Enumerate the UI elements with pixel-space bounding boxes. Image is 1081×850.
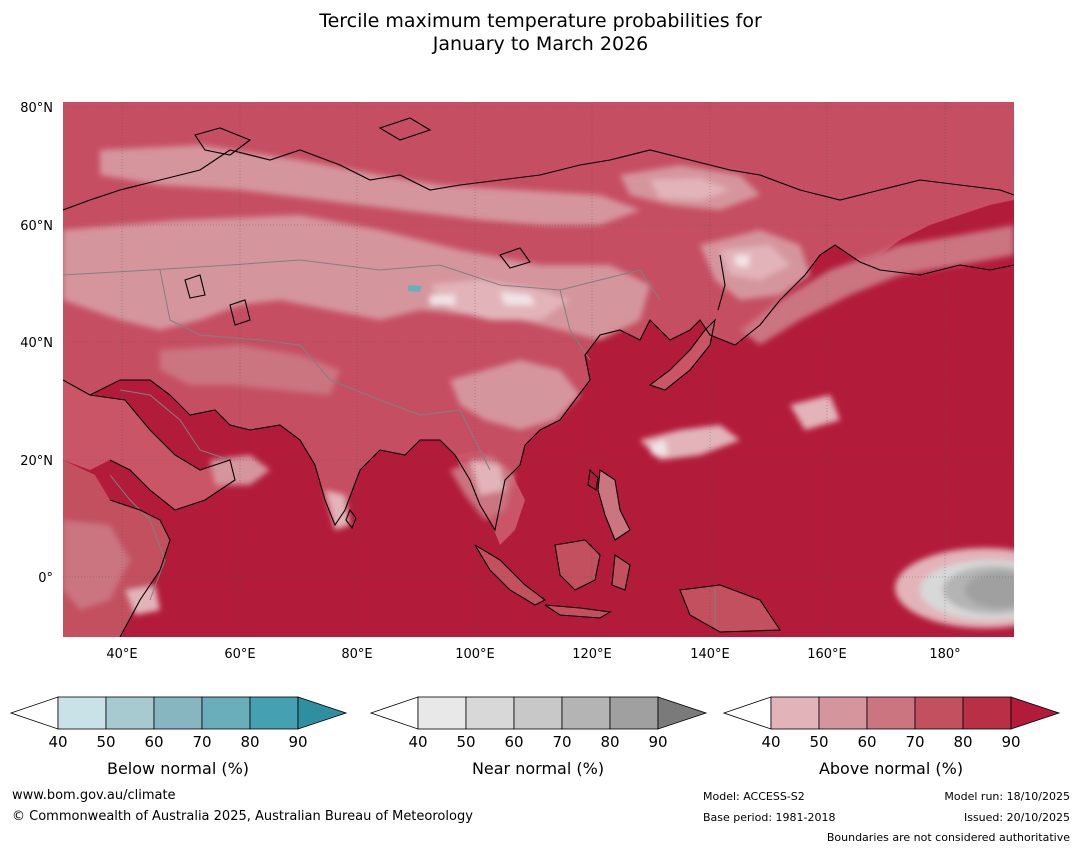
near-normal-tick-50: 50	[456, 733, 475, 751]
title-line-2: January to March 2026	[432, 33, 649, 55]
lon-label-140e: 140°E	[690, 647, 730, 662]
lon-label-160e: 160°E	[807, 647, 847, 662]
country-borders	[63, 259, 716, 630]
below-normal-tick-90: 90	[288, 733, 307, 751]
coastlines	[63, 117, 1014, 637]
above-normal-swatch-2	[866, 696, 916, 730]
land-borneo	[555, 540, 600, 590]
land-philippines	[598, 470, 630, 540]
map-plot-area	[63, 102, 1014, 637]
above-normal-tick-70: 70	[905, 733, 924, 751]
near-normal-swatch-2	[513, 696, 563, 730]
graticule	[63, 102, 1014, 637]
colorbar-near-normal: 40 50 60 70 80 90	[370, 696, 708, 751]
land-arabia	[63, 380, 235, 510]
near-normal-lower-extension	[370, 696, 419, 730]
near-normal-swatch-1	[465, 696, 515, 730]
below-normal-patch	[408, 285, 422, 292]
colorbar-below-normal: 40 50 60 70 80 90	[10, 696, 348, 751]
forecast-map: 80°N 60°N 40°N 20°N 0° 40°E 60°E 80°E 10…	[20, 101, 1014, 662]
above-normal-tick-80: 80	[953, 733, 972, 751]
title-line-1: Tercile maximum temperature probabilitie…	[319, 10, 762, 32]
above-normal-tick-60: 60	[857, 733, 876, 751]
below-normal-swatch-0	[57, 696, 107, 730]
near-normal-tick-40: 40	[408, 733, 427, 751]
lat-label-0: 0°	[38, 571, 53, 586]
near-normal-upper-extension	[657, 696, 708, 730]
lon-label-180: 180°	[929, 647, 960, 662]
lon-label-100e: 100°E	[455, 647, 495, 662]
lat-label-40n: 40°N	[20, 336, 53, 351]
footer-model: Model: ACCESS-S2	[703, 790, 805, 803]
near-normal-tick-70: 70	[552, 733, 571, 751]
footer-issued: Issued: 20/10/2025	[963, 811, 1070, 824]
below-normal-tick-40: 40	[48, 733, 67, 751]
above-normal-upper-extension	[1010, 696, 1061, 730]
lat-label-80n: 80°N	[20, 101, 53, 116]
map-title: Tercile maximum temperature probabilitie…	[0, 10, 1081, 56]
footer-copyright: © Commonwealth of Australia 2025, Austra…	[12, 809, 473, 824]
below-normal-swatch-4	[249, 696, 299, 730]
colorbar-title-below-normal: Below normal (%)	[106, 759, 250, 778]
lon-label-80e: 80°E	[341, 647, 372, 662]
above-normal-tick-40: 40	[761, 733, 780, 751]
lon-label-60e: 60°E	[224, 647, 255, 662]
footer-model-run: Model run: 18/10/2025	[944, 790, 1070, 803]
above-normal-lower-extension	[723, 696, 772, 730]
lon-label-40e: 40°E	[106, 647, 137, 662]
near-normal-tick-60: 60	[504, 733, 523, 751]
below-normal-swatch-1	[105, 696, 155, 730]
near-normal-tick-80: 80	[600, 733, 619, 751]
above-normal-tick-50: 50	[809, 733, 828, 751]
land-sulawesi-png	[612, 555, 780, 632]
footer-boundaries: Boundaries are not considered authoritat…	[826, 831, 1070, 844]
colorbar-title-above-normal: Above normal (%)	[818, 759, 964, 778]
below-normal-tick-70: 70	[192, 733, 211, 751]
below-normal-upper-extension	[297, 696, 348, 730]
near-normal-swatch-3	[561, 696, 611, 730]
near-normal-swatch-0	[417, 696, 467, 730]
below-normal-tick-80: 80	[240, 733, 259, 751]
near-normal-swatch-4	[609, 696, 659, 730]
above-normal-swatch-3	[914, 696, 964, 730]
above-normal-swatch-4	[962, 696, 1012, 730]
below-normal-lower-extension	[10, 696, 59, 730]
footer-base-period: Base period: 1981-2018	[703, 811, 836, 824]
lat-label-60n: 60°N	[20, 219, 53, 234]
lat-label-20n: 20°N	[20, 454, 53, 469]
colorbar-above-normal: 40 50 60 70 80 90	[723, 696, 1061, 751]
near-normal-tick-90: 90	[648, 733, 667, 751]
colorbar-title-near-normal: Near normal (%)	[471, 759, 605, 778]
below-normal-tick-60: 60	[144, 733, 163, 751]
above-normal-swatch-0	[770, 696, 820, 730]
below-normal-swatch-3	[201, 696, 251, 730]
below-normal-swatch-2	[153, 696, 203, 730]
land-sumatra	[475, 545, 545, 605]
above-normal-tick-90: 90	[1001, 733, 1020, 751]
probability-shading	[63, 145, 1014, 615]
below-normal-tick-50: 50	[96, 733, 115, 751]
footer-website: www.bom.gov.au/climate	[12, 788, 176, 803]
near-normal-patch	[895, 548, 1014, 628]
above-normal-swatch-1	[818, 696, 868, 730]
lon-label-120e: 120°E	[572, 647, 612, 662]
